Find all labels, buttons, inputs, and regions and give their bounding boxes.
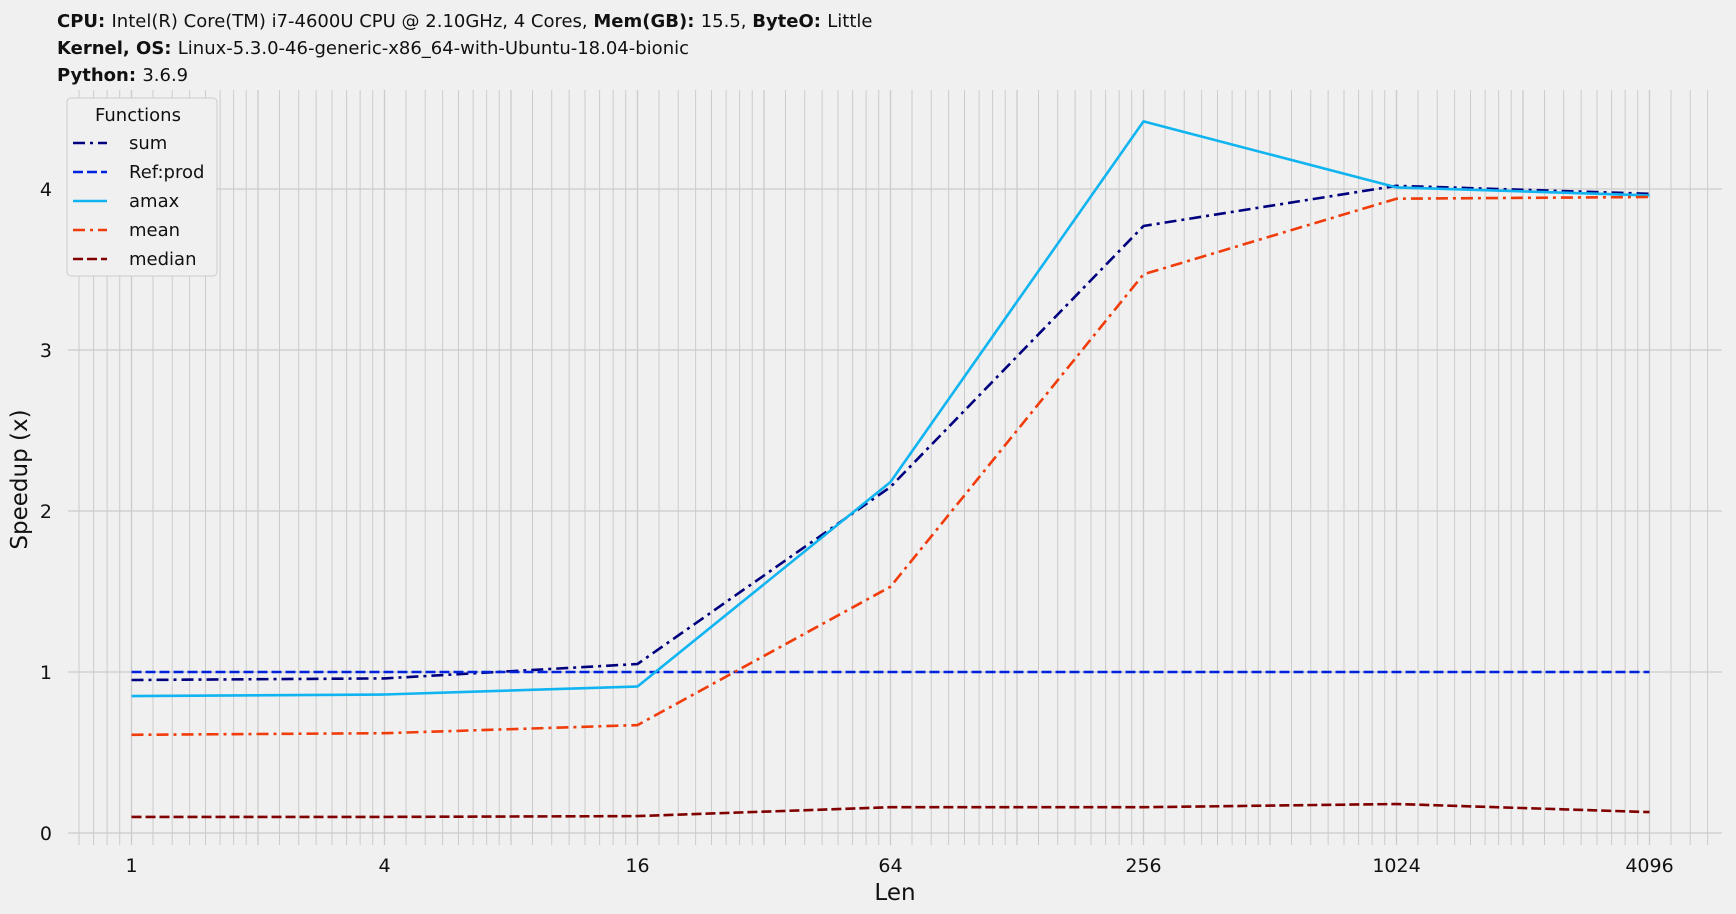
mem-key: Mem(GB)	[593, 11, 688, 32]
tick-labels: 1 4 16 64 256 1024 4096 0 1 2 3 4	[40, 179, 1674, 877]
series-line-amax	[131, 120, 1650, 698]
series-line-median	[131, 802, 1650, 819]
byteorder-sep: :	[813, 11, 828, 32]
header-row-kernel: Kernel, OS: Linux-5.3.0-46-generic-x86_6…	[57, 35, 873, 62]
system-info-header: CPU: Intel(R) Core(TM) i7-4600U CPU @ 2.…	[57, 8, 873, 89]
legend: Functions sum Ref:prod amax mean median	[66, 97, 218, 277]
x-tick-label: 16	[625, 855, 649, 877]
y-axis-label: Speedup (x)	[7, 409, 33, 549]
python-sep: :	[128, 65, 143, 86]
series-lines	[131, 120, 1650, 819]
kernel-value: Linux-5.3.0-46-generic-x86_64-with-Ubunt…	[177, 38, 690, 59]
x-tick-label: 4	[378, 855, 390, 877]
kernel-key: Kernel, OS	[57, 38, 165, 59]
legend-label: Ref:prod	[129, 162, 204, 183]
x-tick-label: 1024	[1372, 855, 1420, 877]
series-line-sum	[131, 184, 1650, 682]
python-value: 3.6.9	[142, 65, 189, 86]
legend-label: median	[129, 249, 196, 270]
legend-label: sum	[129, 133, 167, 154]
mem-sep: :	[687, 11, 701, 32]
y-tick-label: 3	[40, 340, 52, 362]
x-tick-label: 1	[125, 855, 137, 877]
python-key: Python	[57, 65, 129, 86]
y-tick-label: 0	[40, 823, 52, 845]
cpu-key: CPU	[57, 11, 99, 32]
y-tick-label: 4	[40, 179, 52, 201]
cpu-value: Intel(R) Core(TM) i7-4600U CPU @ 2.10GHz…	[111, 11, 594, 32]
x-tick-label: 64	[878, 855, 902, 877]
y-tick-label: 2	[40, 501, 52, 523]
x-tick-label: 4096	[1625, 855, 1673, 877]
x-axis-label: Len	[874, 880, 915, 906]
kernel-sep: :	[164, 38, 178, 59]
byteorder-key: ByteO	[752, 11, 814, 32]
y-tick-label: 1	[40, 662, 52, 684]
legend-label: amax	[129, 191, 180, 212]
header-row-python: Python: 3.6.9	[57, 62, 873, 89]
legend-title: Functions	[95, 105, 181, 126]
grid-lines	[68, 90, 1722, 845]
mem-value: 15.5,	[700, 11, 753, 32]
cpu-sep: :	[98, 11, 112, 32]
x-tick-label: 256	[1125, 855, 1161, 877]
byteorder-value: Little	[827, 11, 873, 32]
legend-label: mean	[129, 220, 180, 241]
series-line-mean	[131, 195, 1650, 737]
header-row-cpu: CPU: Intel(R) Core(TM) i7-4600U CPU @ 2.…	[57, 8, 873, 35]
